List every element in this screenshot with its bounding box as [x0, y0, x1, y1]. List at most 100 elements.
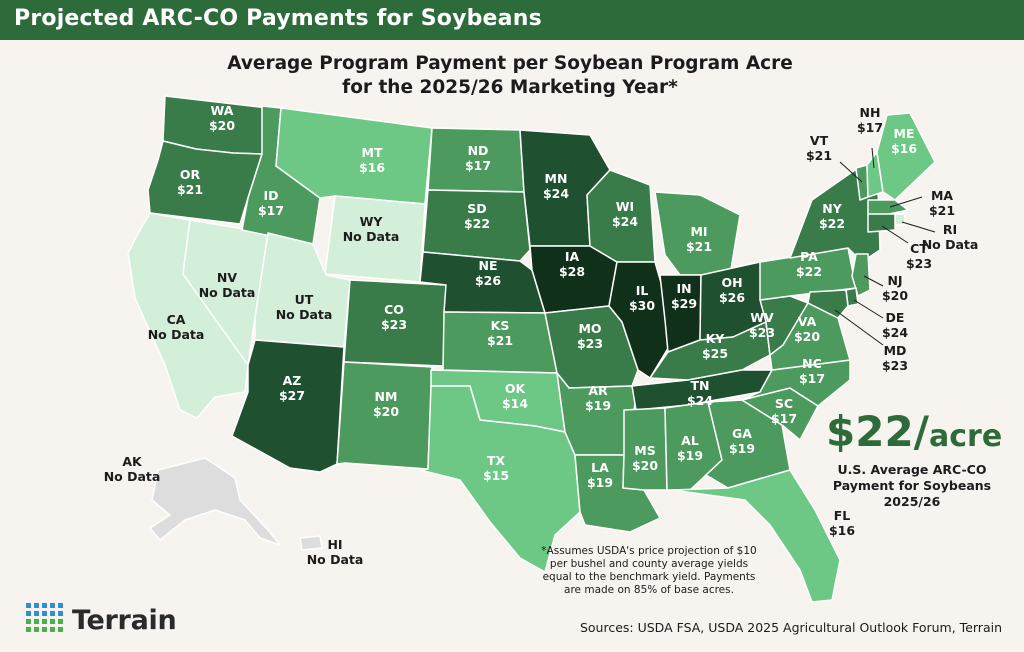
state-label-ne: NE $26: [475, 258, 501, 288]
state-value: $27: [279, 388, 305, 403]
state-abbr: AL: [681, 433, 699, 448]
state-abbr: OH: [721, 275, 742, 290]
state-value: No Data: [276, 307, 333, 322]
state-label-ms: MS $20: [632, 443, 658, 473]
state-label-de: DE $24: [882, 310, 908, 340]
leader-line-nj: [863, 275, 884, 287]
state-label-wy: WY No Data: [343, 214, 400, 244]
state-label-nd: ND $17: [465, 143, 491, 173]
state-label-ct: CT $23: [906, 241, 932, 271]
state-value: No Data: [307, 552, 364, 567]
state-value: No Data: [104, 469, 161, 484]
state-value: $21: [487, 333, 513, 348]
state-shape-ct: [867, 213, 896, 233]
state-abbr: HI: [327, 537, 342, 552]
state-label-va: VA $20: [794, 314, 820, 344]
us-average-caption-2: Payment for Soybeans: [832, 478, 992, 493]
state-shape-nj: [851, 253, 871, 297]
state-abbr: NJ: [887, 273, 902, 288]
state-abbr: AR: [588, 383, 608, 398]
state-abbr: IN: [676, 281, 691, 296]
leader-line-md: [834, 309, 884, 346]
state-value: $16: [829, 523, 855, 538]
state-abbr: IL: [636, 283, 649, 298]
state-label-wa: WA $20: [209, 103, 235, 133]
footnote-line-1: *Assumes USDA's price projection of $10: [541, 545, 757, 557]
state-shape-ak: [149, 457, 281, 546]
state-abbr: RI: [943, 222, 957, 237]
state-value: $21: [686, 239, 712, 254]
state-value: $16: [359, 160, 385, 175]
state-label-nv: NV No Data: [199, 270, 256, 300]
state-abbr: NV: [217, 270, 237, 285]
footnote-line-3: equal to the benchmark yield. Payments: [542, 571, 756, 583]
state-abbr: OK: [505, 381, 527, 396]
state-value: $24: [612, 214, 638, 229]
state-label-ri: RI No Data: [922, 222, 979, 252]
page-title: Projected ARC-CO Payments for Soybeans: [14, 6, 542, 31]
state-label-ak: AK No Data: [104, 454, 161, 484]
state-value: $19: [729, 441, 755, 456]
state-label-il: IL $30: [629, 283, 655, 313]
state-abbr: CA: [167, 312, 186, 327]
state-value: $19: [677, 448, 703, 463]
state-label-ia: IA $28: [559, 249, 585, 279]
state-abbr: AZ: [283, 373, 302, 388]
state-abbr: FL: [834, 508, 851, 523]
state-value: $24: [687, 393, 713, 408]
state-abbr: OR: [180, 167, 201, 182]
state-shape-ri: [894, 213, 906, 226]
state-value: $17: [857, 120, 883, 135]
state-value: $28: [559, 264, 585, 279]
state-value: $17: [465, 158, 491, 173]
state-shape-fl: [671, 469, 841, 603]
state-label-ga: GA $19: [729, 426, 755, 456]
state-abbr: SC: [775, 396, 793, 411]
state-abbr: MS: [634, 443, 655, 458]
us-average-caption-1: U.S. Average ARC-CO: [837, 462, 987, 477]
state-shape-me: [876, 112, 936, 201]
state-label-ut: UT No Data: [276, 292, 333, 322]
state-value: $20: [794, 329, 820, 344]
state-abbr: PA: [800, 249, 818, 264]
state-value: No Data: [922, 237, 979, 252]
state-abbr: KY: [706, 331, 726, 346]
footnote-line-2: per bushel and county average yields: [549, 558, 749, 570]
state-value: No Data: [148, 327, 205, 342]
terrain-logo-icon: [26, 603, 63, 632]
state-abbr: ME: [894, 126, 915, 141]
state-abbr: NC: [802, 356, 822, 371]
state-label-sc: SC $17: [771, 396, 797, 426]
state-value: $16: [891, 141, 917, 156]
state-value: $20: [373, 404, 399, 419]
state-abbr: UT: [295, 292, 314, 307]
state-value: $24: [882, 325, 908, 340]
state-value: $23: [882, 358, 908, 373]
us-average-value: $22/acre: [826, 408, 1002, 461]
state-label-mt: MT $16: [359, 145, 385, 175]
state-abbr: NE: [478, 258, 497, 273]
state-label-nh: NH $17: [857, 105, 883, 135]
state-abbr: CT: [910, 241, 928, 256]
state-label-hi: HI No Data: [307, 537, 364, 567]
state-abbr: MN: [545, 171, 568, 186]
state-abbr: IA: [565, 249, 580, 264]
leader-line-nh: [871, 147, 875, 169]
state-value: $20: [632, 458, 658, 473]
state-label-tx: TX $15: [483, 453, 509, 483]
us-average-caption-3: 2025/26: [883, 494, 941, 509]
state-value: $25: [702, 346, 728, 361]
state-label-ky: KY $25: [702, 331, 728, 361]
state-shape-md: [807, 289, 849, 319]
state-abbr: NY: [822, 201, 842, 216]
map-title-line1: Average Program Payment per Soybean Prog…: [227, 53, 793, 74]
state-abbr: CO: [384, 302, 404, 317]
state-label-co: CO $23: [381, 302, 407, 332]
leader-line-ct: [881, 225, 909, 244]
state-shape-tx: [419, 385, 581, 573]
state-shape-sd: [422, 189, 531, 262]
state-value: $21: [177, 182, 203, 197]
state-value: $15: [483, 468, 509, 483]
state-abbr: TX: [487, 453, 506, 468]
brand-name: Terrain: [72, 605, 177, 636]
